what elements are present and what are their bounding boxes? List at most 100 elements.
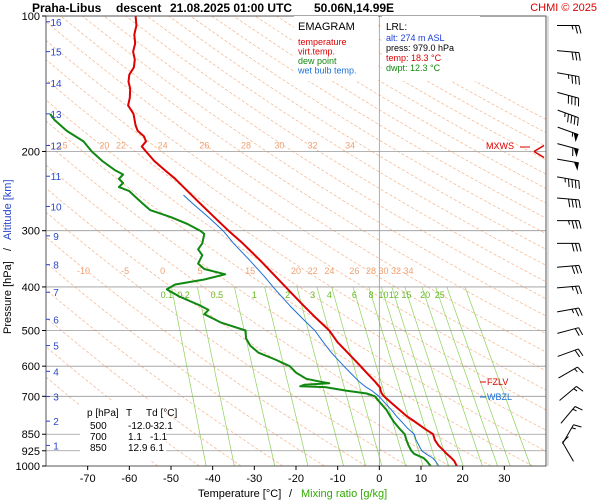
dry-adiabat-label: 34	[345, 140, 355, 150]
dry-adiabat-line	[46, 187, 450, 466]
dry-adiabat-label: -5	[121, 266, 129, 276]
dry-adiabats	[46, 16, 546, 466]
wind-barb-feather	[571, 199, 574, 208]
dry-adiabat-label: 32	[391, 266, 401, 276]
wind-barb-staff	[558, 366, 578, 379]
mixing-ratio-line	[446, 286, 511, 466]
dry-adiabat-line	[46, 99, 546, 431]
station-coords: 50.06N,14.99E	[314, 1, 394, 15]
mixing-ratio-label: 1	[252, 290, 257, 300]
pressure-tick-label: 1000	[16, 461, 40, 473]
mixing-ratio-line	[296, 286, 344, 466]
altitude-tick-label: 14	[50, 79, 62, 90]
sounding-datetime: 21.08.2025 01:00 UTC	[170, 1, 292, 15]
temperature-tick-label: -60	[121, 473, 137, 485]
mixing-ratio-line	[264, 286, 309, 466]
wind-barb	[562, 436, 574, 462]
table-cell: -1.1	[150, 432, 168, 443]
dry-adiabat-label: 30	[274, 140, 284, 150]
wind-barb-half-feather	[568, 220, 570, 225]
wind-barb-staff	[557, 109, 579, 119]
mixing-ratio-line	[381, 286, 438, 466]
wind-barb-feather	[576, 386, 584, 392]
mixing-ratio-label: 2	[285, 290, 290, 300]
wind-barb-staff	[557, 327, 579, 334]
wind-barb-feather	[578, 265, 583, 274]
wind-barb-feather	[573, 116, 576, 125]
dry-adiabat-line	[82, 16, 546, 317]
dry-adiabat-label: -10	[77, 266, 90, 276]
x-axis-title-separator: /	[289, 488, 293, 500]
temperature-tick-label: -70	[80, 473, 96, 485]
dry-adiabat-line	[46, 59, 546, 391]
wind-barb-staff	[559, 386, 577, 401]
altitude-tick-label: 9	[53, 232, 59, 243]
wind-barb-feather	[571, 265, 576, 274]
wind-barb-feather	[571, 243, 575, 252]
mixing-ratio-label: 6	[352, 290, 357, 300]
temperature-tick-label: -20	[288, 473, 304, 485]
wind-barb-feather	[574, 265, 579, 274]
dry-adiabat-line	[46, 79, 546, 411]
dry-adiabat-label: 24	[158, 140, 168, 150]
table-cell: 6.1	[150, 443, 164, 454]
table-cell: -12.0	[128, 421, 151, 432]
table-cell: 500	[90, 421, 107, 432]
wind-barb-feather	[574, 406, 583, 411]
dry-adiabat-label: 20	[99, 140, 109, 150]
altitude-tick-label: 7	[53, 288, 59, 299]
wind-barb-feather	[578, 243, 582, 252]
dry-adiabat-label: 30	[378, 266, 388, 276]
wind-barb-pennant	[573, 148, 579, 158]
wind-barb	[558, 366, 584, 379]
dry-adiabat-line	[46, 346, 200, 466]
wind-barb-staff	[557, 72, 579, 78]
mixing-ratio-line	[197, 286, 235, 466]
wind-barb-feather	[574, 286, 579, 295]
table-cell: 850	[90, 443, 107, 454]
wind-barb-staff	[556, 197, 580, 201]
lrl-pressure: press: 979.0 hPa	[386, 43, 454, 53]
wind-barb	[557, 307, 583, 317]
wind-barb	[559, 386, 584, 401]
wind-barb	[557, 176, 580, 189]
wind-barb	[557, 143, 579, 158]
wind-barb-staff	[557, 176, 579, 182]
dry-adiabat-line	[46, 39, 546, 372]
wind-barb-staff	[556, 264, 580, 268]
wind-barb-feather	[562, 436, 569, 443]
wind-barb-feather	[578, 76, 580, 85]
wind-barb-feather	[575, 25, 578, 34]
dry-adiabat-label: 26	[349, 266, 359, 276]
mixing-ratio-line	[316, 286, 366, 466]
wind-barb-feather	[578, 52, 581, 61]
table-header-pressure: p [hPa]	[87, 408, 119, 419]
wind-barb-feather	[574, 349, 581, 358]
wind-barb	[556, 197, 581, 209]
legend-entry: temperature	[298, 37, 347, 47]
dry-adiabat-label: 28	[366, 266, 376, 276]
legend-entry: virt.temp.	[298, 47, 335, 57]
table-header-temperature: T	[126, 408, 132, 419]
wind-barb-feather	[578, 327, 584, 336]
wind-barb	[557, 109, 579, 126]
wind-barb-feather	[571, 51, 574, 61]
wind-barb	[557, 327, 584, 337]
series-line-temperature	[127, 16, 458, 466]
altitude-tick-label: 4	[53, 367, 59, 378]
wind-barb-feather	[577, 348, 584, 357]
dry-adiabat-label: 20	[291, 266, 301, 276]
wind-barb-half-feather	[571, 286, 574, 291]
wind-barb	[557, 158, 579, 171]
station-name: Praha-Libus	[32, 1, 102, 15]
altitude-tick-label: 10	[50, 202, 62, 213]
wind-barb-feather	[570, 115, 573, 124]
legend-title: EMAGRAM	[298, 21, 355, 33]
mixing-ratio-label: 10	[378, 290, 388, 300]
wind-barb-half-feather	[571, 427, 576, 430]
altitude-tick-label: 15	[50, 48, 62, 59]
dry-adiabat-line	[46, 262, 325, 466]
wind-barb-staff	[562, 442, 574, 462]
